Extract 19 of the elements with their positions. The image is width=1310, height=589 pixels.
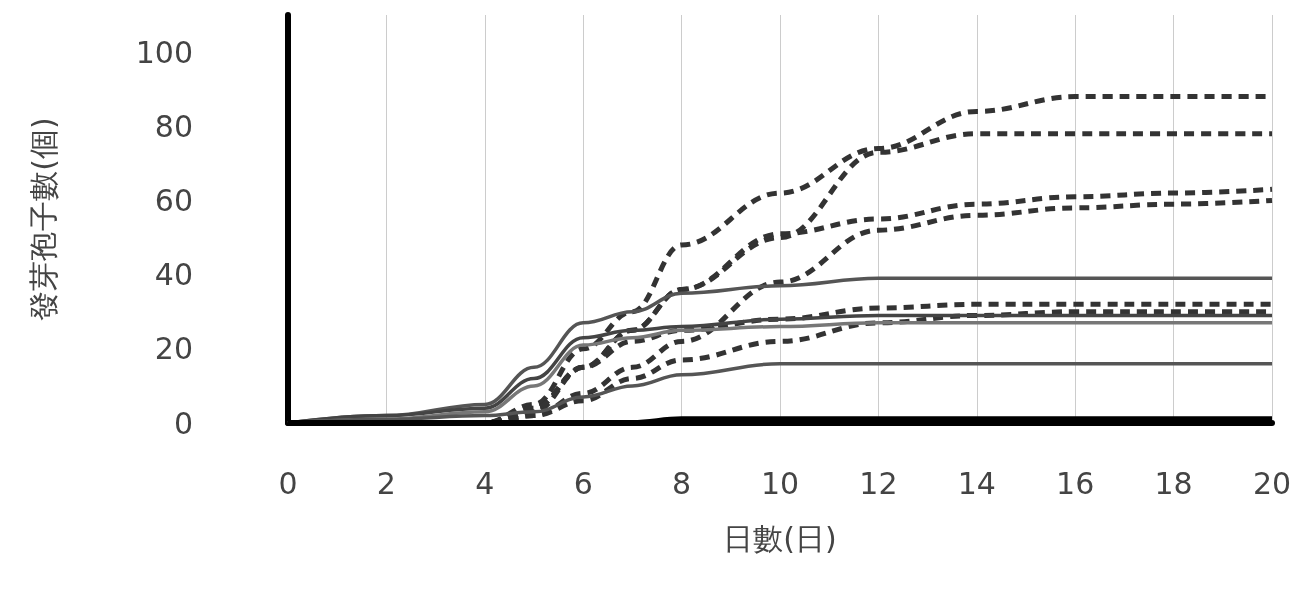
x-tick-label: 4 <box>475 465 495 501</box>
x-tick-label: 20 <box>1252 465 1292 501</box>
x-tick-label: 0 <box>278 465 298 501</box>
x-tick-label: 10 <box>760 465 800 501</box>
x-tick-label: 2 <box>376 465 396 501</box>
x-tick-label: 8 <box>672 465 692 501</box>
y-tick-label: 40 <box>154 257 193 293</box>
x-tick-label: 6 <box>573 465 593 501</box>
x-axis-title: 日數(日) <box>723 520 837 556</box>
x-tick-label: 14 <box>957 465 996 501</box>
y-axis-title: 發芽孢子數(個) <box>25 117 61 321</box>
y-tick-label: 100 <box>135 34 193 70</box>
y-tick-label: 60 <box>154 182 193 218</box>
x-tick-label: 16 <box>1056 465 1095 501</box>
y-tick-label: 0 <box>173 405 193 441</box>
x-tick-label: 18 <box>1154 465 1193 501</box>
y-tick-label: 80 <box>154 108 193 144</box>
y-tick-label: 20 <box>154 331 193 367</box>
x-tick-label: 12 <box>859 465 898 501</box>
